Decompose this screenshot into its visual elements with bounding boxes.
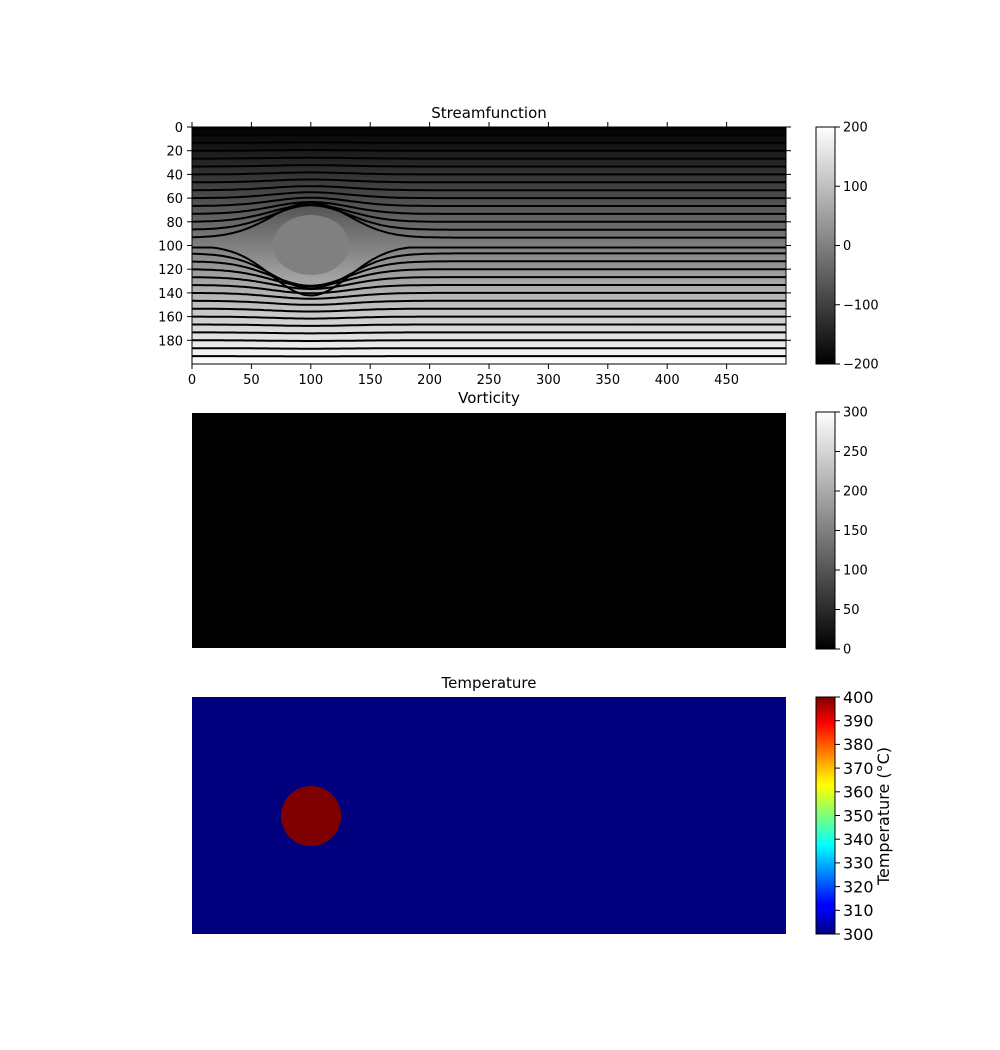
vorticity-panel: Vorticity (192, 389, 786, 648)
vorticity-colorbar-tick-label: 250 (843, 445, 868, 460)
vorticity-title: Vorticity (458, 389, 520, 407)
streamfunction-contour-line (192, 299, 786, 306)
streamfunction-contour-line (192, 331, 786, 335)
streamfunction-y-tick-label: 180 (158, 334, 183, 349)
vorticity-colorbar-tick-label: 50 (843, 603, 860, 618)
vorticity-colorbar-tick-label: 300 (843, 406, 868, 421)
streamfunction-y-tick-label: 80 (166, 216, 183, 231)
streamfunction-x-tick-label: 300 (536, 373, 561, 388)
vorticity-colorbar-gradient (815, 411, 836, 650)
streamfunction-y-tick-label: 100 (158, 240, 183, 255)
streamfunction-x-tick-label: 250 (477, 373, 502, 388)
streamfunction-contour-line (192, 171, 786, 176)
streamfunction-colorbar-tick-label: −100 (843, 298, 879, 313)
streamfunction-x-tick-label: 450 (714, 373, 739, 388)
streamfunction-contours (192, 133, 786, 358)
streamfunction-x-tick-label: 150 (358, 373, 383, 388)
temperature-title: Temperature (440, 674, 536, 692)
streamfunction-y-tick-label: 120 (158, 263, 183, 278)
temperature-hot-region (281, 786, 341, 846)
streamfunction-contour-line (192, 185, 786, 192)
streamfunction-contour-line (192, 164, 786, 168)
streamfunction-title: Streamfunction (431, 104, 547, 122)
streamfunction-contour-line (192, 191, 786, 200)
streamfunction-obstacle (273, 215, 349, 275)
vorticity-colorbar-ticks: 300 250 200 150 100 50 0 (835, 406, 868, 658)
streamfunction-contour-line (192, 246, 786, 297)
streamfunction-x-tick-label: 400 (655, 373, 680, 388)
streamfunction-contour-line (192, 268, 786, 288)
temperature-colorbar-tick-label: 300 (843, 925, 874, 944)
temperature-colorbar-label: Temperature (°C) (874, 747, 893, 886)
vorticity-colorbar-tick-label: 100 (843, 564, 868, 579)
streamfunction-colorbar-tick-label: 100 (843, 180, 868, 195)
streamfunction-contour-line (192, 204, 786, 231)
temperature-colorbar-tick-label: 360 (843, 783, 874, 802)
streamfunction-contour-line (192, 201, 786, 215)
streamfunction-contour-line (192, 315, 786, 320)
streamfunction-contour-line (192, 178, 786, 184)
streamfunction-panel: Streamfunction 0 50 100 150 200 250 300 350 400 4… (158, 104, 791, 388)
vorticity-colorbar: 300 250 200 150 100 50 0 (815, 406, 868, 658)
streamfunction-contour-line (192, 284, 786, 295)
streamfunction-y-axis: 0 20 40 60 80 100 120 140 160 180 (158, 121, 791, 349)
streamfunction-y-tick-label: 20 (166, 145, 183, 160)
streamfunction-x-axis: 0 50 100 150 200 250 300 350 400 450 (188, 122, 739, 388)
streamfunction-contour-line (192, 339, 786, 342)
streamfunction-y-tick-label: 0 (175, 121, 183, 136)
streamfunction-contour-line (192, 196, 786, 207)
vorticity-field (192, 413, 786, 648)
temperature-colorbar: 400 390 380 370 360 350 340 330 320 310 300 Temper… (815, 688, 893, 944)
temperature-colorbar-gradient (815, 696, 836, 935)
streamfunction-colorbar-gradient (815, 126, 836, 365)
streamfunction-contour-line (192, 307, 786, 313)
streamfunction-contour-line (192, 323, 786, 327)
streamfunction-colorbar: 200 100 0 −100 −200 (815, 121, 879, 373)
streamfunction-x-tick-label: 50 (243, 373, 260, 388)
streamfunction-y-tick-label: 60 (166, 192, 183, 207)
streamfunction-contour-line (192, 276, 786, 290)
streamfunction-x-tick-label: 0 (188, 373, 196, 388)
temperature-colorbar-tick-label: 310 (843, 901, 874, 920)
temperature-colorbar-tick-label: 400 (843, 688, 874, 707)
temperature-colorbar-tick-label: 390 (843, 711, 874, 730)
streamfunction-x-tick-label: 200 (417, 373, 442, 388)
streamfunction-x-tick-label: 100 (298, 373, 323, 388)
streamfunction-x-tick-label: 350 (595, 373, 620, 388)
streamfunction-colorbar-tick-label: −200 (843, 358, 879, 373)
streamfunction-contour-line (192, 156, 786, 160)
streamfunction-contour-line (192, 260, 786, 287)
vorticity-colorbar-tick-label: 0 (843, 643, 851, 658)
temperature-colorbar-tick-label: 340 (843, 830, 874, 849)
temperature-colorbar-tick-label: 350 (843, 806, 874, 825)
temperature-colorbar-ticks: 400 390 380 370 360 350 340 330 320 310 300 (835, 688, 874, 944)
streamfunction-contour-line (192, 149, 786, 152)
vorticity-colorbar-tick-label: 150 (843, 524, 868, 539)
streamfunction-contour-line (192, 201, 786, 239)
streamfunction-contour-line (192, 291, 786, 300)
streamfunction-y-tick-label: 140 (158, 287, 183, 302)
streamfunction-y-tick-label: 160 (158, 311, 183, 326)
vorticity-colorbar-tick-label: 200 (843, 485, 868, 500)
temperature-colorbar-tick-label: 380 (843, 735, 874, 754)
streamfunction-y-tick-label: 40 (166, 168, 183, 183)
temperature-colorbar-tick-label: 320 (843, 877, 874, 896)
streamfunction-colorbar-tick-label: 0 (843, 239, 851, 254)
streamfunction-colorbar-tick-label: 200 (843, 121, 868, 136)
temperature-colorbar-tick-label: 330 (843, 854, 874, 873)
streamfunction-contour-line (192, 347, 786, 350)
temperature-panel: Temperature (192, 674, 786, 934)
streamfunction-colorbar-ticks: 200 100 0 −100 −200 (835, 121, 879, 373)
streamfunction-contour-line (192, 141, 786, 144)
temperature-colorbar-tick-label: 370 (843, 759, 874, 778)
